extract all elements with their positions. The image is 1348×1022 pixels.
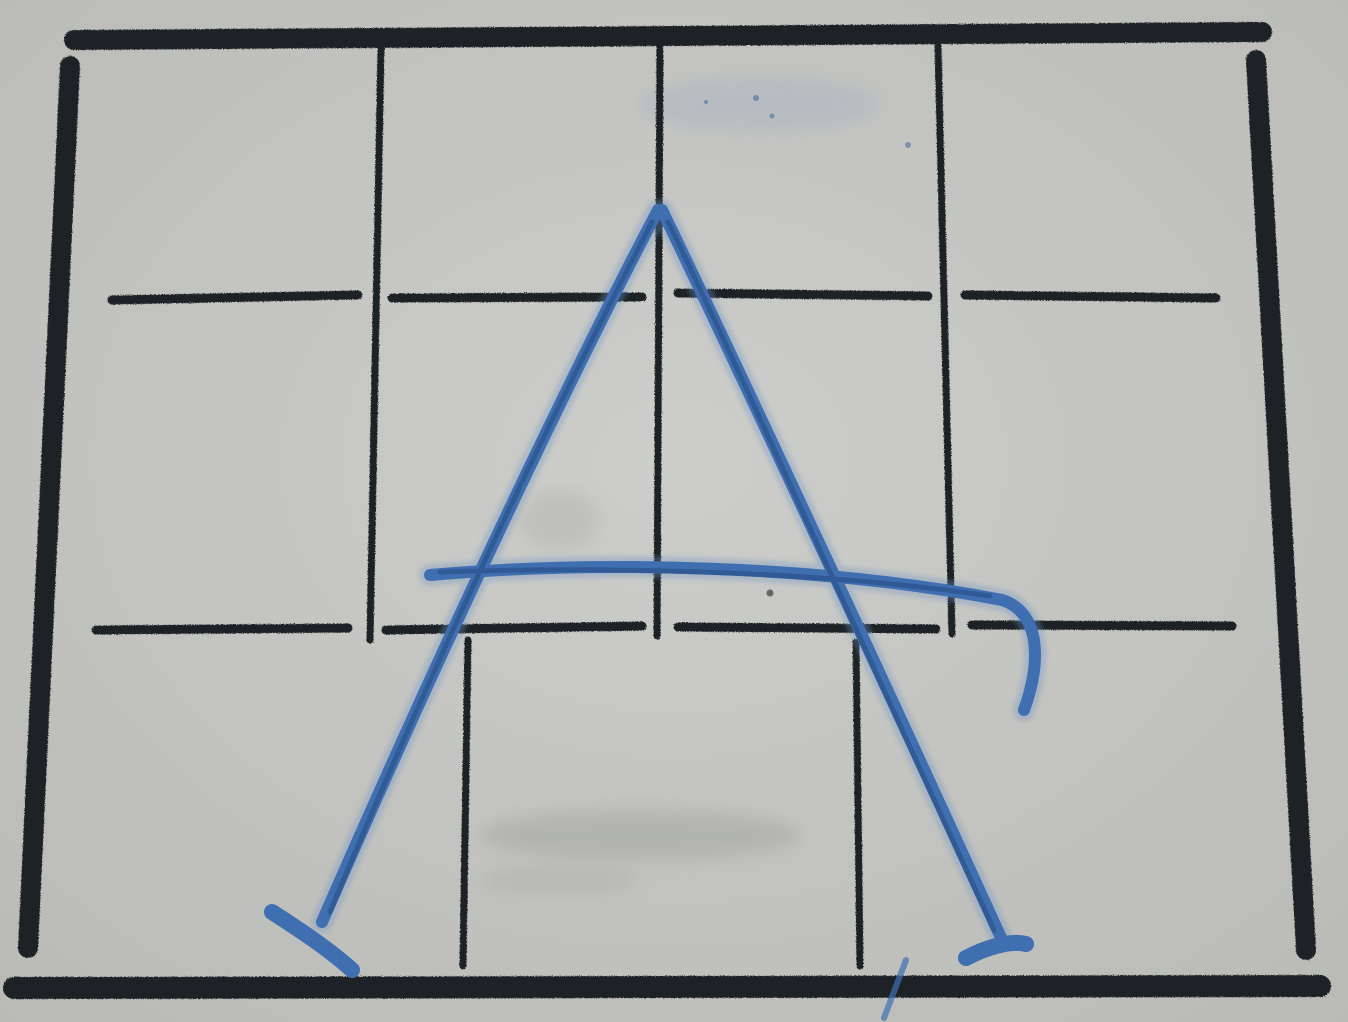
paper-smudges xyxy=(480,77,880,894)
handwritten-letter-a xyxy=(264,199,1046,1021)
row-divider-2d xyxy=(967,620,1237,631)
row-divider-1c xyxy=(673,288,933,301)
border-bottom xyxy=(3,975,1331,999)
vertical-line-2 xyxy=(653,40,664,640)
border-right xyxy=(1246,50,1316,960)
vertical-line-5 xyxy=(852,638,864,970)
row-divider-1b xyxy=(387,292,647,303)
border-top xyxy=(64,22,1272,50)
row-divider-2a xyxy=(91,623,353,635)
letter-a-left-foot xyxy=(264,904,360,978)
vertical-line-4 xyxy=(459,636,472,970)
faint-marks xyxy=(704,95,911,597)
row-divider-1a xyxy=(107,290,363,305)
vertical-line-3 xyxy=(934,42,956,638)
row-divider-1d xyxy=(960,290,1221,303)
grid-lines xyxy=(3,22,1331,999)
letter-a-right-foot xyxy=(958,935,1034,966)
row-divider-2c xyxy=(673,622,941,634)
border-left xyxy=(18,56,80,958)
row-divider-2b xyxy=(381,621,647,635)
vertical-line-1 xyxy=(366,44,385,644)
